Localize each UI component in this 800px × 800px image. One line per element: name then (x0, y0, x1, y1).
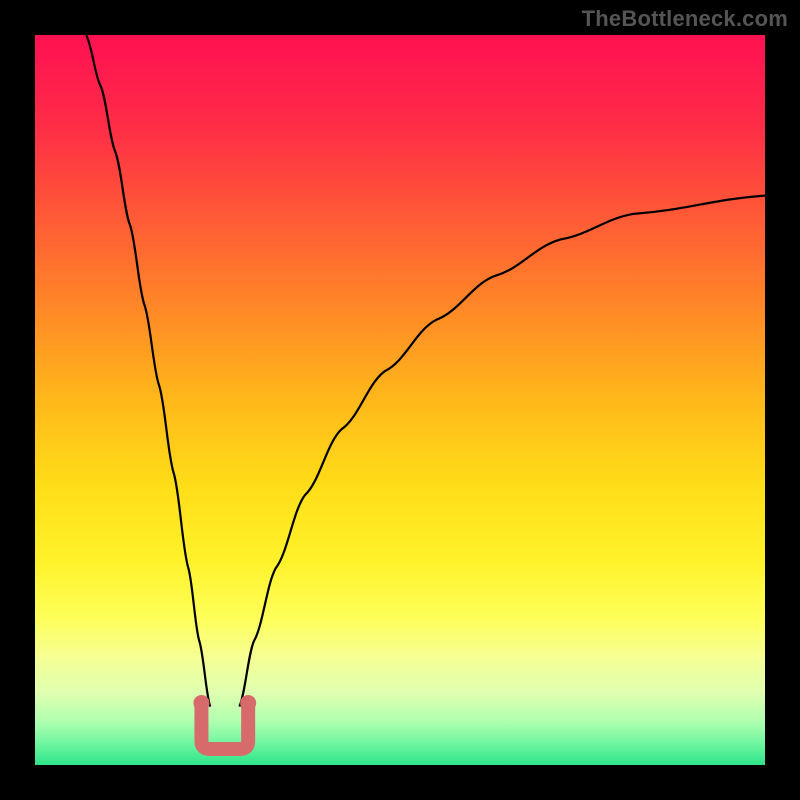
marker-dot-right (240, 695, 256, 711)
gradient-background (35, 35, 765, 765)
watermark-text: TheBottleneck.com (582, 6, 788, 32)
marker-dot-left (193, 695, 209, 711)
chart-svg (35, 35, 765, 765)
plot-area (35, 35, 765, 765)
chart-outer: TheBottleneck.com (0, 0, 800, 800)
